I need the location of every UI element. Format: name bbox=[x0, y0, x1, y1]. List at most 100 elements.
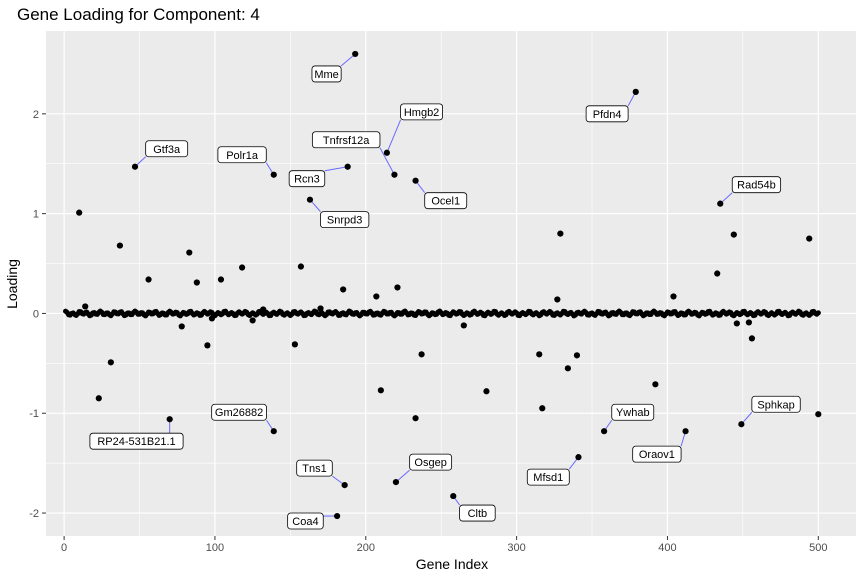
data-point bbox=[344, 163, 351, 170]
data-point bbox=[730, 231, 737, 238]
data-point bbox=[145, 276, 152, 283]
data-point bbox=[131, 163, 139, 170]
data-point bbox=[204, 342, 211, 349]
data-point bbox=[601, 428, 608, 435]
gene-label: Rcn3 bbox=[294, 174, 320, 186]
label-connector bbox=[386, 119, 402, 153]
data-point bbox=[539, 405, 546, 412]
data-points bbox=[76, 50, 822, 520]
data-point bbox=[306, 196, 314, 203]
gene-label-box bbox=[632, 445, 682, 463]
data-point bbox=[217, 276, 225, 283]
x-tick-label: 200 bbox=[357, 542, 375, 554]
y-tick-label: -1 bbox=[29, 408, 39, 420]
data-point bbox=[564, 365, 571, 372]
gene-label: Polr1a bbox=[226, 150, 259, 162]
data-point bbox=[412, 177, 419, 184]
gene-label-box bbox=[731, 176, 782, 194]
gene-label-box bbox=[287, 512, 324, 530]
label-connector bbox=[379, 147, 395, 175]
gene-label-box bbox=[526, 468, 570, 486]
label-connector bbox=[324, 166, 348, 172]
data-point bbox=[815, 411, 822, 418]
data-point bbox=[178, 323, 185, 330]
gene-label-box bbox=[400, 103, 443, 121]
gene-label-box bbox=[320, 211, 370, 229]
x-tick-label: 0 bbox=[61, 542, 67, 554]
data-point bbox=[418, 351, 425, 358]
data-point bbox=[573, 352, 581, 359]
data-point bbox=[557, 230, 564, 237]
data-point bbox=[116, 242, 124, 249]
data-point bbox=[238, 264, 246, 271]
gene-label-box bbox=[311, 65, 342, 83]
data-point bbox=[632, 88, 639, 95]
y-tick-label: 0 bbox=[33, 308, 39, 320]
gene-label-box bbox=[296, 459, 333, 477]
gene-label: RP24-531B21.1 bbox=[97, 436, 175, 448]
data-point bbox=[373, 293, 380, 300]
gene-label: Coa4 bbox=[292, 516, 318, 528]
gene-labels: Mme Pfdn4 Hmgb2 Tnfrsf12a Gtf3a Polr1a Rcn3 Oce… bbox=[89, 65, 801, 530]
data-point bbox=[717, 200, 724, 207]
gene-label: Oraov1 bbox=[639, 449, 675, 461]
data-point bbox=[460, 322, 467, 329]
data-point bbox=[260, 306, 267, 313]
gene-label: Rad54b bbox=[737, 180, 776, 192]
data-point bbox=[536, 351, 543, 358]
gene-label-box bbox=[288, 170, 326, 188]
data-point bbox=[392, 479, 400, 486]
data-point bbox=[270, 171, 277, 178]
data-point bbox=[714, 270, 721, 277]
gene-label: Sphkap bbox=[757, 399, 794, 411]
data-point bbox=[317, 305, 324, 312]
data-point bbox=[270, 428, 277, 435]
data-point bbox=[249, 317, 256, 324]
gene-label: Cltb bbox=[468, 508, 488, 520]
gene-label: Gm26882 bbox=[215, 407, 263, 419]
data-point bbox=[733, 320, 740, 327]
gene-label: Ocel1 bbox=[431, 196, 460, 208]
x-tick-label: 500 bbox=[809, 542, 827, 554]
gene-label: Pfdn4 bbox=[593, 109, 622, 121]
chart-title: Gene Loading for Component: 4 bbox=[17, 5, 260, 24]
gene-label-box bbox=[585, 105, 629, 123]
data-point bbox=[748, 335, 756, 342]
baseline-points bbox=[63, 308, 821, 319]
data-point bbox=[291, 341, 298, 348]
data-point bbox=[391, 171, 398, 178]
axis-ticks: 0 100 200 300 400 500 -2 -1 0 1 2 bbox=[29, 109, 827, 554]
data-point bbox=[76, 209, 83, 216]
data-point bbox=[193, 279, 200, 286]
gene-label-box bbox=[751, 395, 801, 413]
data-point bbox=[450, 492, 457, 500]
x-tick-label: 300 bbox=[507, 542, 525, 554]
data-point bbox=[377, 387, 384, 394]
plot-panel bbox=[46, 31, 856, 536]
gene-label-box bbox=[211, 403, 267, 421]
data-point bbox=[95, 395, 102, 402]
data-point bbox=[297, 263, 305, 270]
baseline-point bbox=[815, 310, 821, 316]
gene-label: Tnfrsf12a bbox=[323, 135, 370, 147]
data-point bbox=[341, 482, 348, 489]
gene-label-box bbox=[459, 504, 496, 522]
y-tick-label: 1 bbox=[33, 209, 39, 221]
data-point bbox=[554, 296, 561, 303]
gene-label: Tns1 bbox=[302, 463, 326, 475]
y-axis-title: Loading bbox=[4, 259, 20, 309]
data-point bbox=[745, 319, 753, 326]
data-point bbox=[806, 235, 813, 242]
gene-label: Hmgb2 bbox=[404, 107, 439, 119]
x-tick-label: 400 bbox=[658, 542, 676, 554]
data-point bbox=[483, 388, 490, 395]
gene-label: Mfsd1 bbox=[533, 472, 563, 484]
data-point bbox=[652, 381, 659, 388]
gene-label-box bbox=[89, 432, 184, 450]
gene-label-box bbox=[409, 453, 453, 471]
gene-label: Ywhab bbox=[616, 407, 650, 419]
gene-label-box bbox=[217, 146, 267, 164]
x-tick-label: 100 bbox=[206, 542, 224, 554]
